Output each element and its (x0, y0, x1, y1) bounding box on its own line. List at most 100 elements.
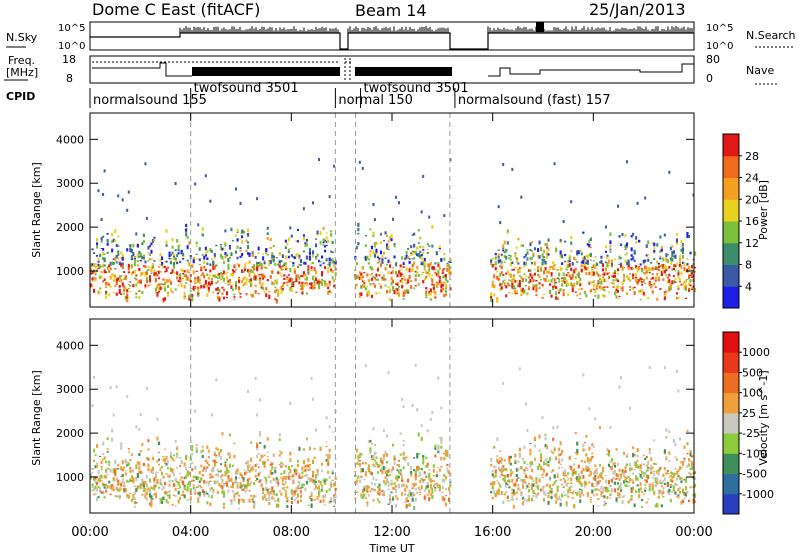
range-cell (275, 493, 278, 497)
range-cell (173, 494, 176, 496)
range-cell (595, 271, 598, 275)
range-cell (250, 467, 253, 472)
range-cell (641, 284, 644, 286)
range-cell (114, 472, 117, 476)
range-cell (443, 497, 446, 502)
range-cell (182, 479, 185, 482)
range-cell (440, 456, 443, 461)
range-cell (642, 454, 645, 456)
range-cell (589, 457, 592, 462)
range-cell (275, 257, 278, 259)
range-cell (562, 477, 565, 480)
range-cell (277, 497, 280, 502)
range-cell (675, 233, 678, 236)
range-cell (497, 488, 500, 491)
range-cell (324, 493, 327, 498)
range-cell (620, 243, 623, 246)
range-cell (446, 263, 449, 266)
range-cell (154, 484, 157, 488)
range-cell (520, 288, 523, 293)
range-cell (138, 467, 141, 470)
range-cell (636, 464, 639, 469)
range-cell (674, 443, 677, 447)
range-cell (392, 443, 395, 447)
range-cell (514, 280, 517, 283)
range-cell (426, 462, 429, 466)
range-cell (233, 298, 236, 300)
range-cell (405, 504, 408, 509)
range-cell (103, 257, 106, 262)
range-cell (295, 472, 298, 476)
range-cell (271, 257, 274, 261)
range-cell (358, 292, 361, 295)
range-cell (618, 468, 621, 472)
range-cell (431, 495, 434, 499)
range-cell (561, 280, 564, 282)
range-cell (500, 265, 503, 270)
range-cell (573, 471, 576, 474)
range-cell (493, 287, 496, 289)
range-cell (410, 280, 413, 283)
range-cell (431, 274, 434, 277)
range-cell (127, 263, 130, 268)
range-cell (444, 502, 447, 507)
range-cell (533, 492, 536, 495)
range-cell (198, 472, 201, 475)
range-cell (689, 279, 692, 283)
range-cell (194, 476, 197, 479)
range-cell (607, 276, 610, 279)
range-cell (561, 493, 564, 498)
range-cell (222, 493, 225, 498)
range-cell (675, 262, 678, 266)
range-cell (410, 252, 413, 254)
range-cell (600, 493, 603, 498)
range-cell (180, 460, 183, 464)
range-cell (393, 244, 396, 248)
range-cell (561, 449, 564, 454)
range-cell (517, 460, 520, 463)
range-cell (623, 266, 626, 269)
range-cell (153, 236, 156, 239)
range-cell (491, 473, 494, 477)
range-cell (544, 492, 547, 497)
range-cell (523, 273, 526, 276)
range-cell (425, 290, 428, 293)
range-cell (216, 448, 219, 451)
range-cell (158, 451, 161, 454)
range-cell (589, 289, 592, 293)
range-cell (139, 252, 142, 255)
range-cell (106, 266, 109, 270)
range-cell (530, 249, 533, 252)
range-cell (627, 276, 630, 279)
range-cell (209, 264, 212, 267)
range-cell (407, 478, 410, 483)
range-cell (520, 267, 523, 269)
range-cell (598, 261, 601, 264)
range-cell (361, 489, 364, 494)
range-cell (224, 252, 227, 256)
range-cell (444, 449, 447, 454)
range-cell (248, 260, 251, 264)
range-cell (392, 270, 395, 274)
range-cell (642, 272, 645, 274)
range-cell (124, 469, 127, 471)
range-cell (624, 478, 627, 483)
range-cell (162, 458, 165, 462)
range-cell (295, 490, 298, 493)
range-cell (355, 247, 358, 250)
range-cell (420, 478, 423, 480)
range-cell (645, 254, 648, 257)
range-cell (272, 454, 275, 458)
sparse-cell (194, 182, 197, 186)
range-cell (411, 483, 414, 486)
range-cell (386, 470, 389, 474)
range-cell (595, 493, 598, 496)
range-cell (393, 457, 396, 461)
range-cell (663, 291, 666, 293)
range-cell (562, 491, 565, 493)
range-cell (305, 474, 308, 477)
range-cell (192, 257, 195, 259)
range-cell (437, 451, 440, 454)
range-cell (449, 472, 452, 477)
range-cell (130, 255, 133, 260)
